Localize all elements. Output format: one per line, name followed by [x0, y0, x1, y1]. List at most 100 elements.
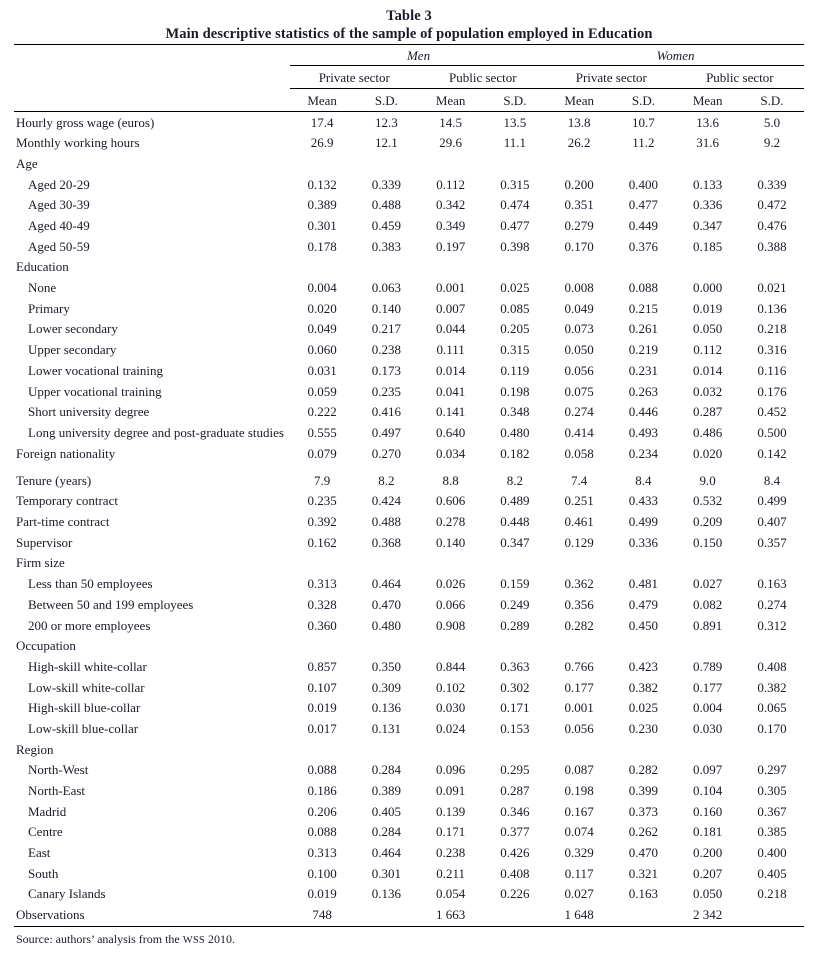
- cell-value: 8.2: [506, 472, 524, 488]
- cell-value: 0.426: [500, 845, 530, 861]
- table-row: Temporary contract 0.235 0.424 0.606 0.489 0.…: [14, 491, 804, 512]
- cell-value: 0.315: [500, 176, 530, 192]
- cell-value: 0.226: [500, 886, 530, 902]
- cell-value: [290, 636, 354, 657]
- cell-value: 0.112: [693, 342, 723, 358]
- cell-value: 0.107: [307, 679, 337, 695]
- table-row: Aged 50-59 0.178 0.383 0.197 0.398 0.170 0.376…: [14, 236, 804, 257]
- cell-value: [676, 636, 740, 657]
- observations-value: 2 342: [675, 904, 740, 927]
- cell-value: 0.351: [564, 197, 594, 213]
- cell-value: 0.019: [693, 300, 723, 316]
- cell-value: 0.088: [628, 280, 659, 296]
- observations-value: [354, 904, 419, 927]
- cell-value: 0.030: [436, 700, 466, 716]
- cell-value: 0.480: [371, 617, 401, 633]
- cell-value: 0.389: [307, 197, 337, 213]
- cell-value: 8.4: [763, 472, 781, 488]
- cell-value: 0.019: [307, 700, 337, 716]
- table-row: None 0.004 0.063 0.001 0.025 0.008 0.088 0.000 0…: [14, 278, 804, 299]
- cell-value: 0.198: [500, 383, 530, 399]
- cell-value: 0.177: [564, 679, 594, 695]
- cell-value: 0.171: [436, 824, 466, 840]
- cell-value: 0.104: [693, 783, 723, 798]
- header-stat-row: Mean S.D. Mean S.D. Mean S.D. Mean S.D.: [14, 88, 805, 112]
- cell-value: 0.060: [307, 342, 337, 358]
- stat-header-mean-3: Mean: [547, 88, 612, 112]
- cell-value: [290, 739, 354, 760]
- cell-value: 0.085: [500, 300, 530, 316]
- cell-value: 0.171: [500, 700, 530, 716]
- cell-value: 0.198: [564, 783, 594, 798]
- cell-value: 0.363: [500, 658, 530, 674]
- cell-value: 0.238: [371, 342, 401, 358]
- cell-value: 0.142: [757, 445, 787, 461]
- cell-value: 0.302: [500, 679, 530, 695]
- cell-value: 0.007: [436, 300, 466, 316]
- cell-value: 0.050: [693, 886, 723, 902]
- cell-value: 0.339: [757, 176, 787, 192]
- cell-value: 0.056: [564, 362, 594, 378]
- cell-value: 0.032: [693, 383, 723, 399]
- source-suffix: 2010.: [204, 931, 235, 946]
- table-row: Occupation: [14, 636, 804, 657]
- cell-value: 0.908: [436, 617, 466, 633]
- cell-value: 0.346: [500, 803, 530, 819]
- row-label: Upper secondary: [28, 342, 117, 358]
- cell-value: 0.176: [757, 383, 787, 399]
- table-row: High-skill blue-collar 0.019 0.136 0.030 0.1…: [14, 698, 804, 719]
- cell-value: 0.217: [371, 321, 401, 337]
- cell-value: 11.2: [632, 135, 655, 151]
- cell-value: 0.027: [564, 886, 594, 902]
- cell-value: 0.218: [757, 321, 787, 337]
- row-label: East: [28, 845, 51, 861]
- cell-value: 0.388: [757, 238, 787, 254]
- cell-value: 0.116: [757, 362, 787, 378]
- cell-value: 0.405: [757, 865, 787, 881]
- cell-value: 0.295: [500, 762, 530, 778]
- cell-value: 0.219: [628, 342, 659, 358]
- cell-value: 0.001: [436, 280, 466, 296]
- cell-value: 0.059: [307, 383, 337, 399]
- cell-value: 0.377: [500, 824, 530, 840]
- observations-row: Observations 748 1 663 1 648 2 342: [14, 904, 805, 927]
- cell-value: 0.423: [628, 658, 659, 674]
- table-row: Between 50 and 199 employees 0.328 0.470 0.…: [14, 594, 804, 615]
- cell-value: 0.274: [757, 596, 787, 612]
- cell-value: 0.284: [371, 762, 401, 778]
- cell-value: 0.097: [693, 762, 723, 778]
- cell-value: [740, 553, 804, 574]
- cell-value: 0.215: [628, 300, 659, 316]
- cell-value: 0.398: [500, 238, 530, 254]
- cell-value: 0.160: [693, 803, 723, 819]
- cell-value: 0.405: [371, 803, 401, 819]
- cell-value: 0.476: [757, 218, 787, 234]
- cell-value: 7.4: [571, 472, 588, 488]
- cell-value: 0.041: [436, 383, 466, 399]
- cell-value: 0.177: [693, 679, 723, 695]
- cell-value: 0.479: [628, 596, 659, 612]
- cell-value: 0.347: [693, 218, 723, 234]
- cell-value: 8.4: [635, 472, 652, 488]
- row-label: Primary: [28, 300, 70, 316]
- cell-value: 9.2: [763, 135, 781, 151]
- stat-header-sd-3: S.D.: [611, 88, 676, 112]
- table-row: Aged 40-49 0.301 0.459 0.349 0.477 0.279 0.449…: [14, 215, 804, 236]
- row-label: High-skill white-collar: [28, 658, 147, 674]
- cell-value: 0.167: [564, 803, 594, 819]
- cell-value: 0.020: [693, 445, 723, 461]
- table-row: Madrid 0.206 0.405 0.139 0.346 0.167 0.373 0.16…: [14, 801, 804, 822]
- cell-value: 13.5: [503, 114, 527, 130]
- cell-value: 0.270: [371, 445, 401, 461]
- cell-value: 0.170: [757, 720, 787, 736]
- cell-value: 0.133: [693, 176, 723, 192]
- cell-value: 0.486: [693, 424, 723, 440]
- cell-value: 14.5: [439, 114, 462, 130]
- table-row: Lower secondary 0.049 0.217 0.044 0.205 0.073…: [14, 319, 804, 340]
- table-row: Region: [14, 739, 804, 760]
- cell-value: 0.197: [436, 238, 466, 254]
- cell-value: 0.301: [371, 865, 401, 881]
- cell-value: 0.251: [564, 493, 594, 509]
- cell-value: 0.282: [564, 617, 594, 633]
- cell-value: 0.021: [757, 280, 787, 296]
